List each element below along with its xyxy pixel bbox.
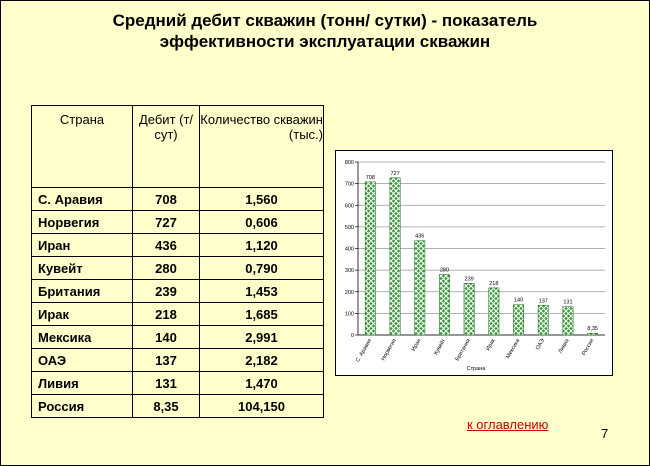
- cell-country: Иран: [31, 233, 133, 257]
- x-tick-label: Норвегия: [381, 338, 398, 362]
- x-tick-label: Мексика: [505, 337, 521, 360]
- page-number: 7: [601, 426, 609, 441]
- table-row: Россия 8,35 104,150: [31, 394, 324, 418]
- table-row: Мексика 140 2,991: [31, 325, 324, 349]
- cell-well-count: 1,120: [199, 233, 324, 257]
- table-row: Британия 239 1,453: [31, 279, 324, 303]
- cell-country: Кувейт: [31, 256, 133, 280]
- bar: [414, 240, 426, 336]
- header-well-count: Количество скважин (тыс.): [199, 105, 324, 188]
- bar: [562, 306, 574, 336]
- table-header-row: Страна Дебит (т/сут) Количество скважин …: [31, 105, 324, 188]
- cell-well-count: 1,470: [199, 371, 324, 395]
- title-line-2: эффективности эксплуатации скважин: [159, 32, 491, 51]
- table-row: Ирак 218 1,685: [31, 302, 324, 326]
- cell-country: Россия: [31, 394, 133, 418]
- data-label: 8,35: [587, 326, 598, 332]
- cell-debit: 218: [132, 302, 200, 326]
- x-tick-label: Кувейт: [432, 337, 447, 356]
- table-row: С. Аравия 708 1,560: [31, 187, 324, 211]
- y-tick-label: 800: [345, 160, 354, 166]
- data-label: 140: [514, 298, 523, 304]
- cell-well-count: 1,453: [199, 279, 324, 303]
- y-tick-label: 700: [345, 182, 354, 188]
- cell-well-count: 1,685: [199, 302, 324, 326]
- data-label: 708: [366, 175, 375, 181]
- cell-well-count: 0,790: [199, 256, 324, 280]
- y-tick-label: 600: [345, 203, 354, 209]
- cell-country: Ливия: [31, 371, 133, 395]
- x-tick-label: Британия: [455, 338, 472, 362]
- y-tick-label: 500: [345, 225, 354, 231]
- cell-debit: 727: [132, 210, 200, 234]
- bar-chart: 0 100 200 300 400 500 600 700 800 708 С. Аравия 727…: [335, 150, 613, 376]
- bar: [463, 283, 475, 336]
- data-label: 218: [489, 281, 498, 287]
- cell-well-count: 0,606: [199, 210, 324, 234]
- data-label: 131: [563, 300, 572, 306]
- cell-debit: 280: [132, 256, 200, 280]
- y-tick-label: 300: [345, 268, 354, 274]
- cell-well-count: 1,560: [199, 187, 324, 211]
- y-tick-label: 400: [345, 247, 354, 253]
- cell-debit: 140: [132, 325, 200, 349]
- data-table: Страна Дебит (т/сут) Количество скважин …: [31, 105, 324, 418]
- table-row: ОАЭ 137 2,182: [31, 348, 324, 372]
- bar: [364, 181, 376, 336]
- cell-debit: 436: [132, 233, 200, 257]
- data-label: 239: [465, 276, 474, 282]
- table-of-contents-link[interactable]: к оглавлению: [467, 417, 549, 432]
- bar: [439, 274, 450, 336]
- header-debit: Дебит (т/сут): [132, 105, 200, 188]
- title-line-1: Средний дебит скважин (тонн/ сутки) - по…: [112, 11, 538, 30]
- table-row: Иран 436 1,120: [31, 233, 324, 257]
- table-row: Кувейт 280 0,790: [31, 256, 324, 280]
- cell-debit: 131: [132, 371, 200, 395]
- header-country: Страна: [31, 105, 133, 188]
- x-tick-label: С. Аравия: [355, 338, 373, 363]
- cell-country: Норвегия: [31, 210, 133, 234]
- bar: [389, 177, 401, 336]
- cell-debit: 8,35: [132, 394, 200, 418]
- cell-country: Мексика: [31, 325, 133, 349]
- cell-country: Ирак: [31, 302, 133, 326]
- bar: [488, 287, 500, 336]
- y-tick-label: 200: [345, 290, 354, 296]
- x-tick-label: Иран: [411, 338, 423, 352]
- cell-country: Британия: [31, 279, 133, 303]
- data-label: 137: [539, 298, 548, 304]
- table-row: Ливия 131 1,470: [31, 371, 324, 395]
- cell-country: С. Аравия: [31, 187, 133, 211]
- x-tick-label: Ирак: [485, 337, 497, 351]
- cell-debit: 137: [132, 348, 200, 372]
- cell-well-count: 104,150: [199, 394, 324, 418]
- cell-debit: 708: [132, 187, 200, 211]
- cell-well-count: 2,991: [199, 325, 324, 349]
- x-tick-label: ОАЭ: [535, 338, 546, 351]
- data-label: 727: [390, 171, 399, 177]
- bar: [587, 332, 599, 336]
- cell-country: ОАЭ: [31, 348, 133, 372]
- y-tick-label: 0: [351, 333, 354, 339]
- x-tick-label: Ливия: [558, 338, 571, 355]
- cell-well-count: 2,182: [199, 348, 324, 372]
- slide-title: Средний дебит скважин (тонн/ сутки) - по…: [40, 10, 610, 52]
- table-row: Норвегия 727 0,606: [31, 210, 324, 234]
- data-label: 280: [440, 267, 449, 273]
- x-axis-title: Страна: [467, 366, 487, 372]
- x-tick-label: Россия: [581, 338, 595, 357]
- bar: [537, 305, 549, 336]
- y-tick-label: 100: [345, 311, 354, 317]
- bar-chart-svg: 0 100 200 300 400 500 600 700 800 708 С. Аравия 727…: [345, 160, 605, 372]
- bar: [513, 304, 524, 336]
- cell-debit: 239: [132, 279, 200, 303]
- data-label: 436: [415, 234, 424, 240]
